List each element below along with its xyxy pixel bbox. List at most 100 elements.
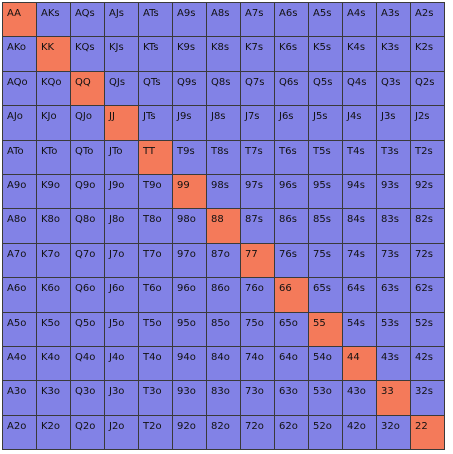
hand-cell-suited[interactable]: 86s: [275, 209, 309, 244]
hand-cell-suited[interactable]: 95s: [309, 174, 343, 210]
hand-cell-suited[interactable]: A3s: [377, 3, 411, 38]
hand-cell-suited[interactable]: 63s: [377, 278, 411, 313]
hand-cell-suited[interactable]: ATs: [139, 3, 173, 38]
hand-cell-suited[interactable]: 43s: [377, 346, 411, 382]
hand-cell-pair[interactable]: 22: [411, 415, 445, 451]
hand-cell-suited[interactable]: J7s: [241, 106, 275, 141]
hand-cell-offsuit[interactable]: A6o: [3, 278, 37, 313]
hand-cell-suited[interactable]: 64s: [343, 278, 377, 313]
hand-cell-suited[interactable]: 85s: [309, 209, 343, 244]
hand-cell-offsuit[interactable]: 62o: [275, 415, 309, 451]
hand-cell-suited[interactable]: 75s: [309, 243, 343, 279]
hand-cell-suited[interactable]: A4s: [343, 3, 377, 38]
hand-cell-suited[interactable]: A2s: [411, 3, 445, 38]
hand-cell-suited[interactable]: 32s: [411, 381, 445, 416]
hand-cell-offsuit[interactable]: QJo: [71, 106, 105, 141]
hand-cell-offsuit[interactable]: AKo: [3, 37, 37, 72]
hand-cell-offsuit[interactable]: K3o: [37, 381, 71, 416]
hand-cell-offsuit[interactable]: T4o: [139, 346, 173, 382]
hand-cell-suited[interactable]: 72s: [411, 243, 445, 279]
hand-cell-offsuit[interactable]: Q7o: [71, 243, 105, 279]
hand-cell-offsuit[interactable]: J4o: [105, 346, 139, 382]
hand-cell-offsuit[interactable]: AQo: [3, 71, 37, 107]
hand-cell-offsuit[interactable]: Q3o: [71, 381, 105, 416]
hand-cell-offsuit[interactable]: 75o: [241, 312, 275, 347]
hand-cell-suited[interactable]: AQs: [71, 3, 105, 38]
hand-cell-suited[interactable]: 62s: [411, 278, 445, 313]
hand-cell-offsuit[interactable]: KTo: [37, 140, 71, 175]
hand-cell-suited[interactable]: 96s: [275, 174, 309, 210]
hand-cell-offsuit[interactable]: 86o: [207, 278, 241, 313]
hand-cell-suited[interactable]: A6s: [275, 3, 309, 38]
hand-cell-offsuit[interactable]: T2o: [139, 415, 173, 451]
hand-cell-suited[interactable]: A5s: [309, 3, 343, 38]
hand-cell-suited[interactable]: K9s: [173, 37, 207, 72]
hand-cell-suited[interactable]: 84s: [343, 209, 377, 244]
hand-cell-offsuit[interactable]: 92o: [173, 415, 207, 451]
hand-cell-offsuit[interactable]: 63o: [275, 381, 309, 416]
hand-cell-offsuit[interactable]: 87o: [207, 243, 241, 279]
hand-cell-suited[interactable]: 73s: [377, 243, 411, 279]
hand-cell-offsuit[interactable]: AJo: [3, 106, 37, 141]
hand-cell-suited[interactable]: 53s: [377, 312, 411, 347]
hand-cell-offsuit[interactable]: 84o: [207, 346, 241, 382]
hand-cell-suited[interactable]: J3s: [377, 106, 411, 141]
hand-cell-suited[interactable]: 65s: [309, 278, 343, 313]
hand-cell-offsuit[interactable]: T7o: [139, 243, 173, 279]
hand-cell-suited[interactable]: T5s: [309, 140, 343, 175]
hand-cell-suited[interactable]: AJs: [105, 3, 139, 38]
hand-cell-pair[interactable]: 77: [241, 243, 275, 279]
hand-cell-suited[interactable]: J5s: [309, 106, 343, 141]
hand-cell-offsuit[interactable]: 82o: [207, 415, 241, 451]
hand-cell-offsuit[interactable]: 72o: [241, 415, 275, 451]
hand-cell-offsuit[interactable]: J9o: [105, 174, 139, 210]
hand-cell-pair[interactable]: 88: [207, 209, 241, 244]
hand-cell-offsuit[interactable]: 43o: [343, 381, 377, 416]
hand-cell-suited[interactable]: K4s: [343, 37, 377, 72]
hand-cell-suited[interactable]: Q9s: [173, 71, 207, 107]
hand-cell-offsuit[interactable]: T5o: [139, 312, 173, 347]
hand-cell-offsuit[interactable]: 52o: [309, 415, 343, 451]
hand-cell-suited[interactable]: 82s: [411, 209, 445, 244]
hand-cell-offsuit[interactable]: K4o: [37, 346, 71, 382]
hand-cell-suited[interactable]: J6s: [275, 106, 309, 141]
hand-cell-pair[interactable]: 99: [173, 174, 207, 210]
hand-cell-offsuit[interactable]: J5o: [105, 312, 139, 347]
hand-cell-pair[interactable]: KK: [37, 37, 71, 72]
hand-cell-offsuit[interactable]: Q4o: [71, 346, 105, 382]
hand-cell-offsuit[interactable]: Q9o: [71, 174, 105, 210]
hand-cell-suited[interactable]: 74s: [343, 243, 377, 279]
hand-cell-offsuit[interactable]: A7o: [3, 243, 37, 279]
hand-cell-offsuit[interactable]: 42o: [343, 415, 377, 451]
hand-cell-suited[interactable]: 94s: [343, 174, 377, 210]
hand-cell-offsuit[interactable]: K7o: [37, 243, 71, 279]
hand-cell-offsuit[interactable]: JTo: [105, 140, 139, 175]
hand-cell-offsuit[interactable]: T6o: [139, 278, 173, 313]
hand-cell-pair[interactable]: QQ: [71, 71, 105, 107]
hand-cell-suited[interactable]: Q8s: [207, 71, 241, 107]
hand-cell-suited[interactable]: Q5s: [309, 71, 343, 107]
hand-cell-offsuit[interactable]: Q6o: [71, 278, 105, 313]
hand-cell-pair[interactable]: 66: [275, 278, 309, 313]
hand-cell-suited[interactable]: A9s: [173, 3, 207, 38]
hand-cell-suited[interactable]: 87s: [241, 209, 275, 244]
hand-cell-offsuit[interactable]: A9o: [3, 174, 37, 210]
hand-cell-suited[interactable]: KQs: [71, 37, 105, 72]
hand-cell-suited[interactable]: K5s: [309, 37, 343, 72]
hand-cell-offsuit[interactable]: J6o: [105, 278, 139, 313]
hand-cell-offsuit[interactable]: 85o: [207, 312, 241, 347]
hand-cell-offsuit[interactable]: Q8o: [71, 209, 105, 244]
hand-cell-suited[interactable]: K6s: [275, 37, 309, 72]
hand-cell-suited[interactable]: KTs: [139, 37, 173, 72]
hand-cell-suited[interactable]: K7s: [241, 37, 275, 72]
hand-cell-suited[interactable]: Q6s: [275, 71, 309, 107]
hand-cell-suited[interactable]: QJs: [105, 71, 139, 107]
hand-cell-suited[interactable]: 52s: [411, 312, 445, 347]
hand-cell-offsuit[interactable]: 97o: [173, 243, 207, 279]
hand-cell-suited[interactable]: T3s: [377, 140, 411, 175]
hand-cell-offsuit[interactable]: 98o: [173, 209, 207, 244]
hand-cell-pair[interactable]: 44: [343, 346, 377, 382]
hand-cell-offsuit[interactable]: J2o: [105, 415, 139, 451]
hand-cell-suited[interactable]: T6s: [275, 140, 309, 175]
hand-cell-offsuit[interactable]: KJo: [37, 106, 71, 141]
